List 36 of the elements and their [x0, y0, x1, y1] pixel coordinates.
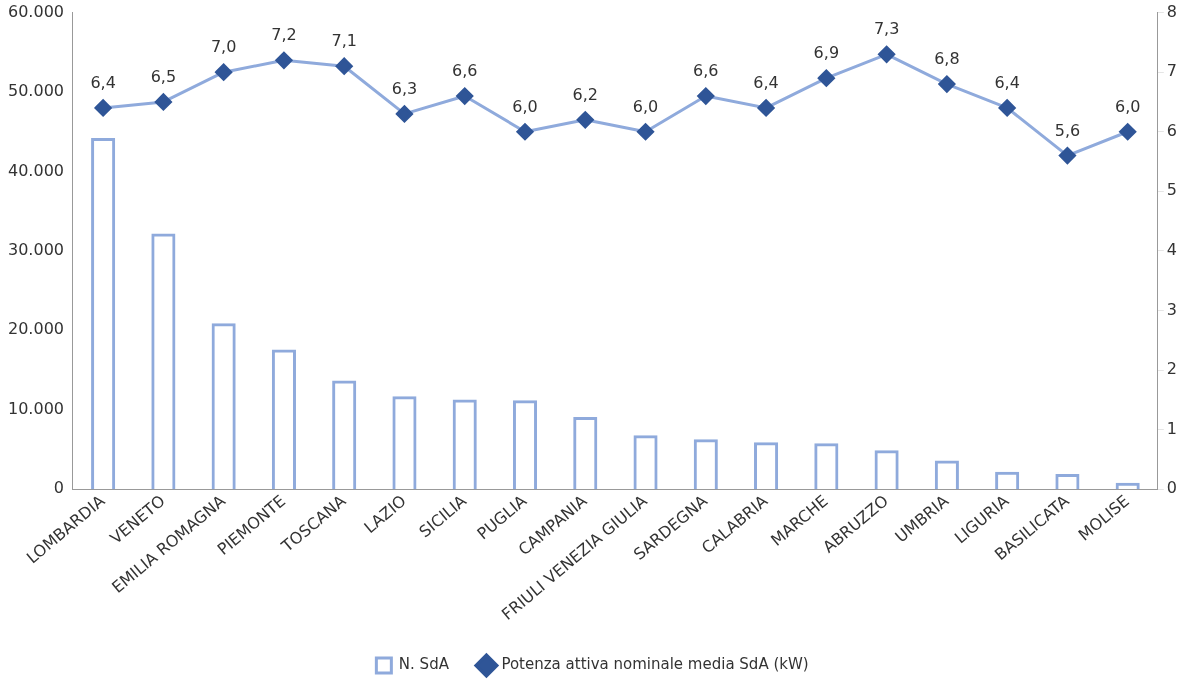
y-tick-label: 60.000	[8, 1, 64, 21]
data-label: 6,4	[753, 73, 779, 93]
data-label: 7,0	[210, 37, 237, 57]
y2-tick-label: 7	[1166, 61, 1178, 81]
y2-tick-label: 2	[1166, 359, 1178, 379]
data-label: 6,4	[90, 73, 116, 93]
data-label: 7,3	[873, 19, 900, 39]
y2-tick-label: 8	[1166, 1, 1178, 21]
data-label: 6,0	[512, 96, 538, 116]
y2-tick-label: 0	[1166, 478, 1178, 498]
y2-tick-label: 1	[1166, 418, 1178, 438]
legend-label: N. SdA	[398, 655, 450, 674]
y-tick-label: 40.000	[8, 160, 64, 180]
data-label: 7,2	[271, 25, 297, 45]
data-label: 6,6	[452, 61, 478, 81]
y-tick-label: 30.000	[8, 240, 64, 260]
data-label: 7,1	[331, 31, 357, 51]
data-label: 6,0	[1114, 96, 1141, 116]
y-tick-label: 50.000	[8, 81, 64, 101]
data-label: 6,9	[813, 43, 840, 63]
y-tick-label: 0	[53, 478, 64, 498]
y-tick-label: 20.000	[8, 319, 64, 339]
data-label: 5,6	[1054, 120, 1081, 140]
data-label: 6,6	[693, 61, 719, 81]
data-label: 6,4	[994, 73, 1020, 93]
legend-label: Potenza attiva nominale media SdA (kW)	[501, 655, 809, 674]
y2-tick-label: 6	[1166, 120, 1178, 140]
data-label: 6,0	[632, 96, 659, 116]
y2-tick-label: 4	[1166, 240, 1178, 260]
data-label: 6,5	[150, 67, 177, 87]
y2-tick-label: 3	[1166, 299, 1178, 319]
data-label: 6,3	[391, 79, 418, 99]
y2-tick-label: 5	[1166, 180, 1178, 200]
data-label: 6,8	[934, 49, 960, 69]
y-tick-label: 10.000	[8, 398, 64, 418]
data-label: 6,2	[572, 84, 598, 104]
